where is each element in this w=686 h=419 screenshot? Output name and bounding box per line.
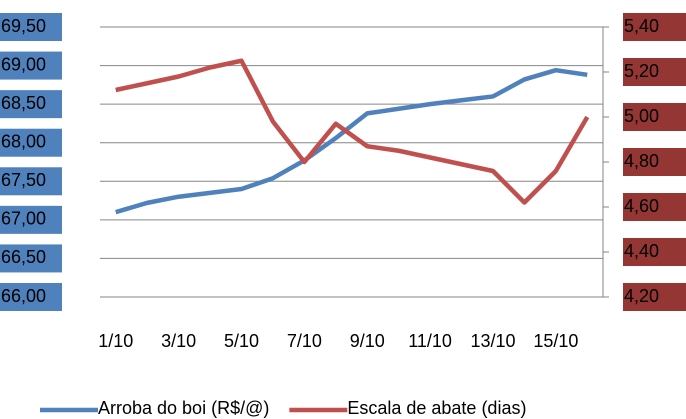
series-line: [115, 58, 590, 205]
y-tick-box: [0, 128, 62, 157]
y-tick-label: 67,00: [1, 209, 46, 229]
y2-tick-label: 5,40: [624, 16, 659, 36]
y2-tick-box: [623, 148, 686, 176]
y-tick-box: [0, 90, 62, 119]
y-tick-label: 66,50: [1, 247, 46, 267]
legend-label: Arroba do boi (R$/@): [98, 398, 269, 418]
x-tick-label: 13/10: [470, 331, 515, 351]
y2-tick-label: 4,20: [624, 286, 659, 306]
x-tick-label: 3/10: [161, 331, 196, 351]
y2-tick-box: [623, 58, 686, 86]
x-tick-label: 7/10: [287, 331, 322, 351]
y-tick-label: 69,50: [1, 16, 46, 36]
y2-tick-box: [623, 103, 686, 131]
y-tick-box: [0, 205, 62, 234]
y-tick-box: [0, 13, 62, 41]
y-tick-box: [0, 167, 62, 196]
y-tick-label: 68,50: [1, 93, 46, 113]
x-tick-label: 1/10: [98, 331, 133, 351]
y-tick-label: 66,00: [1, 286, 46, 306]
y-tick-box: [0, 244, 62, 273]
y-tick-label: 68,00: [1, 131, 46, 151]
y2-tick-label: 5,20: [624, 61, 659, 81]
series-line: [115, 67, 588, 215]
y-tick-label: 67,50: [1, 170, 46, 190]
y-tick-label: 69,00: [1, 54, 46, 74]
y-tick-box: [0, 283, 62, 311]
x-tick-label: 9/10: [350, 331, 385, 351]
y2-tick-label: 4,60: [624, 196, 659, 216]
x-tick-label: 5/10: [224, 331, 259, 351]
x-tick-label: 11/10: [408, 331, 452, 351]
y2-tick-box: [623, 283, 686, 311]
y2-tick-box: [623, 13, 686, 41]
x-tick-label: 15/10: [533, 331, 578, 351]
y2-tick-box: [623, 238, 686, 266]
legend-label: Escala de abate (dias): [347, 398, 526, 418]
y2-tick-label: 5,00: [624, 106, 659, 126]
y2-tick-box: [623, 193, 686, 221]
y-tick-box: [0, 51, 62, 80]
y2-tick-label: 4,80: [624, 151, 659, 171]
y2-tick-label: 4,40: [624, 241, 659, 261]
